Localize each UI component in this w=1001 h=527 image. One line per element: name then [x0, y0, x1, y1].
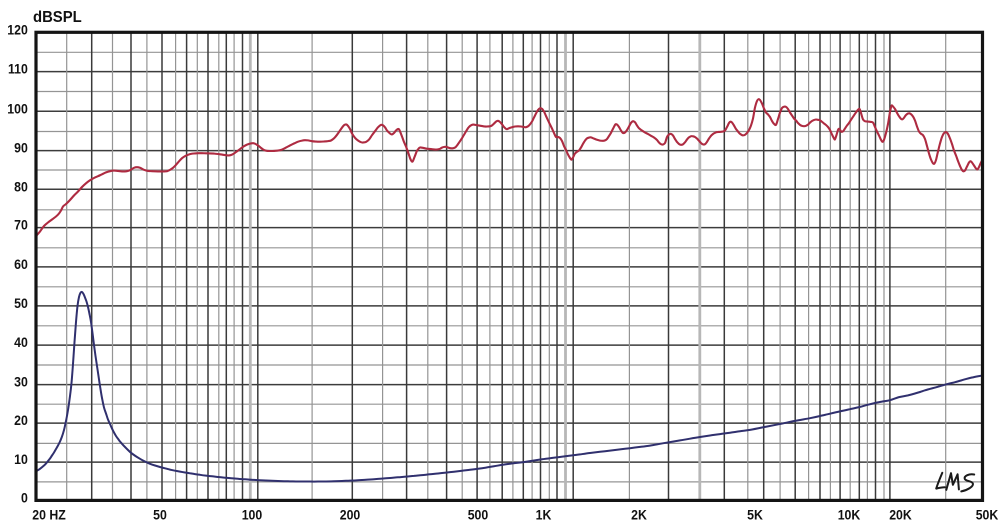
svg-text:2K: 2K: [631, 507, 647, 523]
svg-text:20: 20: [14, 412, 28, 428]
svg-text:200: 200: [340, 507, 361, 523]
svg-text:500: 500: [468, 507, 489, 523]
svg-text:120: 120: [7, 22, 28, 38]
svg-text:10K: 10K: [838, 507, 861, 523]
svg-text:70: 70: [14, 217, 28, 233]
svg-text:0: 0: [21, 490, 28, 506]
svg-text:20 HZ: 20 HZ: [32, 507, 66, 523]
svg-text:90: 90: [14, 140, 28, 156]
svg-text:100: 100: [242, 507, 263, 523]
svg-text:110: 110: [8, 61, 28, 77]
svg-text:30: 30: [14, 374, 28, 390]
svg-text:5K: 5K: [747, 507, 763, 523]
svg-text:100: 100: [7, 101, 28, 117]
svg-text:50K: 50K: [976, 507, 999, 523]
svg-text:80: 80: [14, 179, 28, 195]
svg-text:10: 10: [14, 451, 28, 467]
svg-text:50: 50: [153, 507, 167, 523]
svg-text:1K: 1K: [536, 507, 552, 523]
svg-text:60: 60: [14, 256, 28, 272]
svg-text:50: 50: [14, 295, 28, 311]
svg-text:dBSPL: dBSPL: [33, 8, 82, 26]
svg-text:20K: 20K: [889, 507, 912, 523]
svg-text:40: 40: [14, 334, 28, 350]
